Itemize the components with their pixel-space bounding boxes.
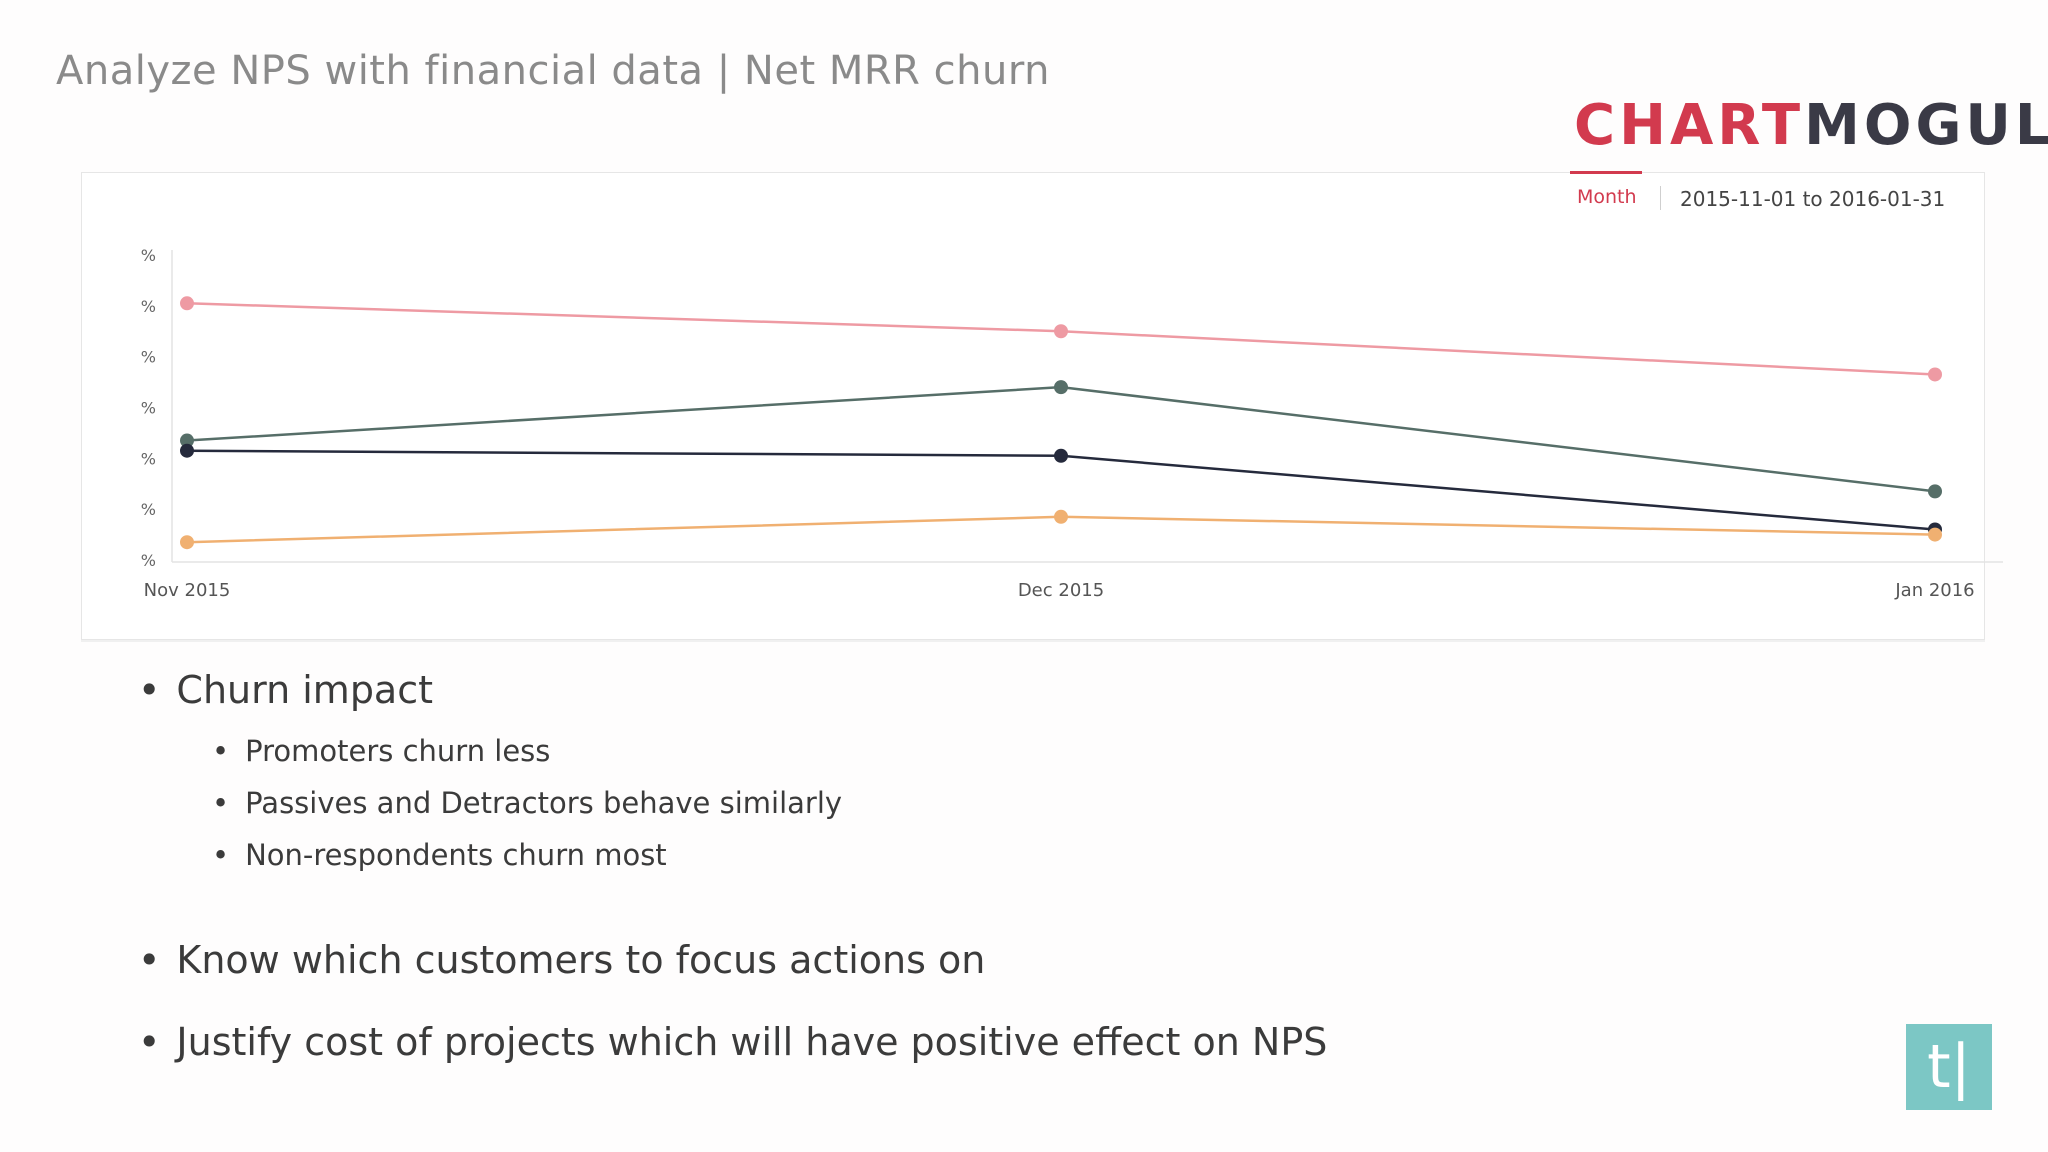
sub-bullet-item: • Passives and Detractors behave similarl… <box>212 786 842 820</box>
data-point[interactable] <box>1928 527 1942 542</box>
bullet-dot: • <box>138 938 161 982</box>
data-point[interactable] <box>1054 324 1068 339</box>
x-tick-label: Nov 2015 <box>144 580 231 601</box>
interval-tab-underline <box>1570 171 1642 174</box>
bullet-dot: • <box>212 734 230 768</box>
bullet-text: Promoters churn less <box>245 734 551 768</box>
brand-badge: t| <box>1906 1024 1992 1110</box>
x-tick-label: Dec 2015 <box>1018 580 1104 601</box>
bullet-dot: • <box>138 668 161 712</box>
date-range-picker[interactable]: 2015-11-01 to 2016-01-31 <box>1680 187 1946 211</box>
data-point[interactable] <box>180 433 194 448</box>
bullet-text: Churn impact <box>176 668 434 712</box>
bullet-dot: • <box>212 786 230 820</box>
y-tick-label: % <box>141 399 156 418</box>
slide-title: Analyze NPS with financial data | Net MR… <box>56 48 1050 94</box>
data-point[interactable] <box>1054 380 1068 395</box>
toolbar-divider <box>1660 186 1661 210</box>
y-tick-label: % <box>141 348 156 367</box>
bullet-text: Passives and Detractors behave similarly <box>245 786 843 820</box>
bullet-item: • Churn impact <box>138 668 433 712</box>
data-point[interactable] <box>1054 509 1068 524</box>
y-tick-label: % <box>141 449 156 468</box>
bullet-text: Justify cost of projects which will have… <box>176 1020 1328 1064</box>
y-tick-label: % <box>141 297 156 316</box>
chartmogul-logo: CHARTMOGUL <box>1574 98 2048 154</box>
interval-tab-month[interactable]: Month <box>1577 186 1637 208</box>
series-line-2 <box>186 385 1936 493</box>
bullet-text: Non-respondents churn most <box>245 838 667 872</box>
y-tick-label: % <box>141 500 156 519</box>
sub-bullet-item: • Non-respondents churn most <box>212 838 667 872</box>
bullet-item: • Know which customers to focus actions o… <box>138 938 985 982</box>
bullet-item: • Justify cost of projects which will hav… <box>138 1020 1327 1064</box>
data-point[interactable] <box>1054 448 1068 463</box>
chart-series-lines <box>186 302 1936 544</box>
chart-tick-labels: %%%%%%% Nov 2015 Dec 2015 Jan 2016 <box>141 246 1975 601</box>
series-line-1 <box>186 302 1936 376</box>
x-tick-label: Jan 2016 <box>1894 580 1974 601</box>
logo-text-o: O <box>1863 93 1916 158</box>
logo-text-gul: GUL <box>1915 93 2048 158</box>
bullet-dot: • <box>212 838 230 872</box>
bullet-dot: • <box>138 1020 161 1064</box>
bullet-text: Know which customers to focus actions on <box>176 938 986 982</box>
data-point[interactable] <box>180 535 194 550</box>
logo-text-chart: CHART <box>1574 93 1805 158</box>
data-point[interactable] <box>1928 367 1942 382</box>
data-point[interactable] <box>180 443 194 458</box>
chart-axes <box>171 250 2003 563</box>
chart-series-points <box>180 296 1942 550</box>
y-tick-label: % <box>141 551 156 570</box>
data-point[interactable] <box>1928 484 1942 499</box>
data-point[interactable] <box>180 296 194 311</box>
sub-bullet-item: • Promoters churn less <box>212 734 550 768</box>
y-tick-label: % <box>141 246 156 265</box>
logo-text-m: M <box>1804 93 1864 158</box>
